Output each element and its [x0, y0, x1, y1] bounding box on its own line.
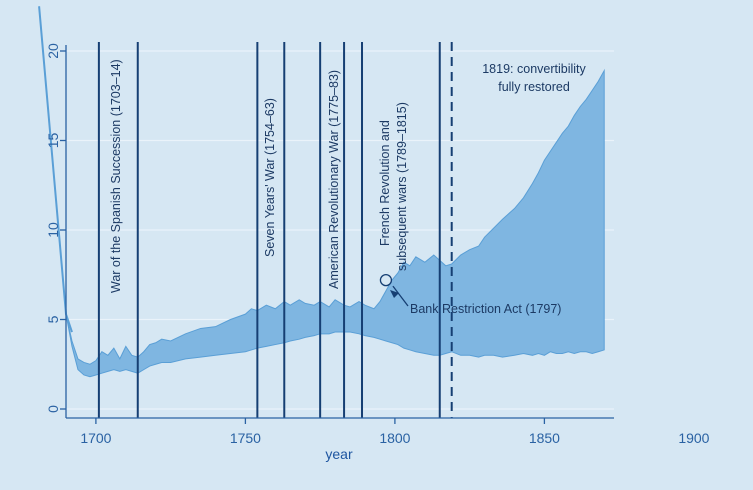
y-tick-label-10: 10	[45, 222, 61, 238]
y-tick-label-5: 5	[45, 315, 61, 323]
annotation-convertibility-line1: 1819: convertibility	[482, 62, 586, 76]
x-tick-label-1850: 1850	[529, 430, 560, 446]
annotations: War of the Spanish Succession (1703–14) …	[109, 59, 587, 316]
tick-labels: 0 5 10 15 20 1700 1750 1800 1850 1900	[45, 43, 710, 446]
annotation-french-revolution-line1: French Revolution and	[378, 120, 392, 246]
y-tick-label-15: 15	[45, 133, 61, 149]
annotation-convertibility-line2: fully restored	[498, 80, 570, 94]
series-band-area	[65, 68, 605, 378]
bank-restriction-arrow-head	[390, 290, 399, 298]
x-tick-label-1900: 1900	[678, 430, 709, 446]
annotation-bank-restriction-act: Bank Restriction Act (1797)	[410, 302, 561, 316]
annotation-french-revolution-line2: subsequent wars (1789–1815)	[395, 102, 409, 271]
x-tick-label-1750: 1750	[230, 430, 261, 446]
annotation-american-revolutionary-war: American Revolutionary War (1775–83)	[327, 70, 341, 289]
annotation-seven-years-war: Seven Years' War (1754–63)	[263, 98, 277, 257]
bank-restriction-marker	[379, 273, 393, 287]
bank-restriction-arrow-line	[392, 285, 409, 307]
x-tick-label-1700: 1700	[80, 430, 111, 446]
y-tick-label-20: 20	[45, 43, 61, 59]
annotation-spanish-succession: War of the Spanish Succession (1703–14)	[109, 59, 123, 293]
vertical-lines	[97, 42, 453, 418]
x-tick-label-1800: 1800	[379, 430, 410, 446]
axes	[60, 45, 614, 424]
y-tick-label-0: 0	[45, 405, 61, 413]
x-axis-title: year	[325, 446, 353, 462]
